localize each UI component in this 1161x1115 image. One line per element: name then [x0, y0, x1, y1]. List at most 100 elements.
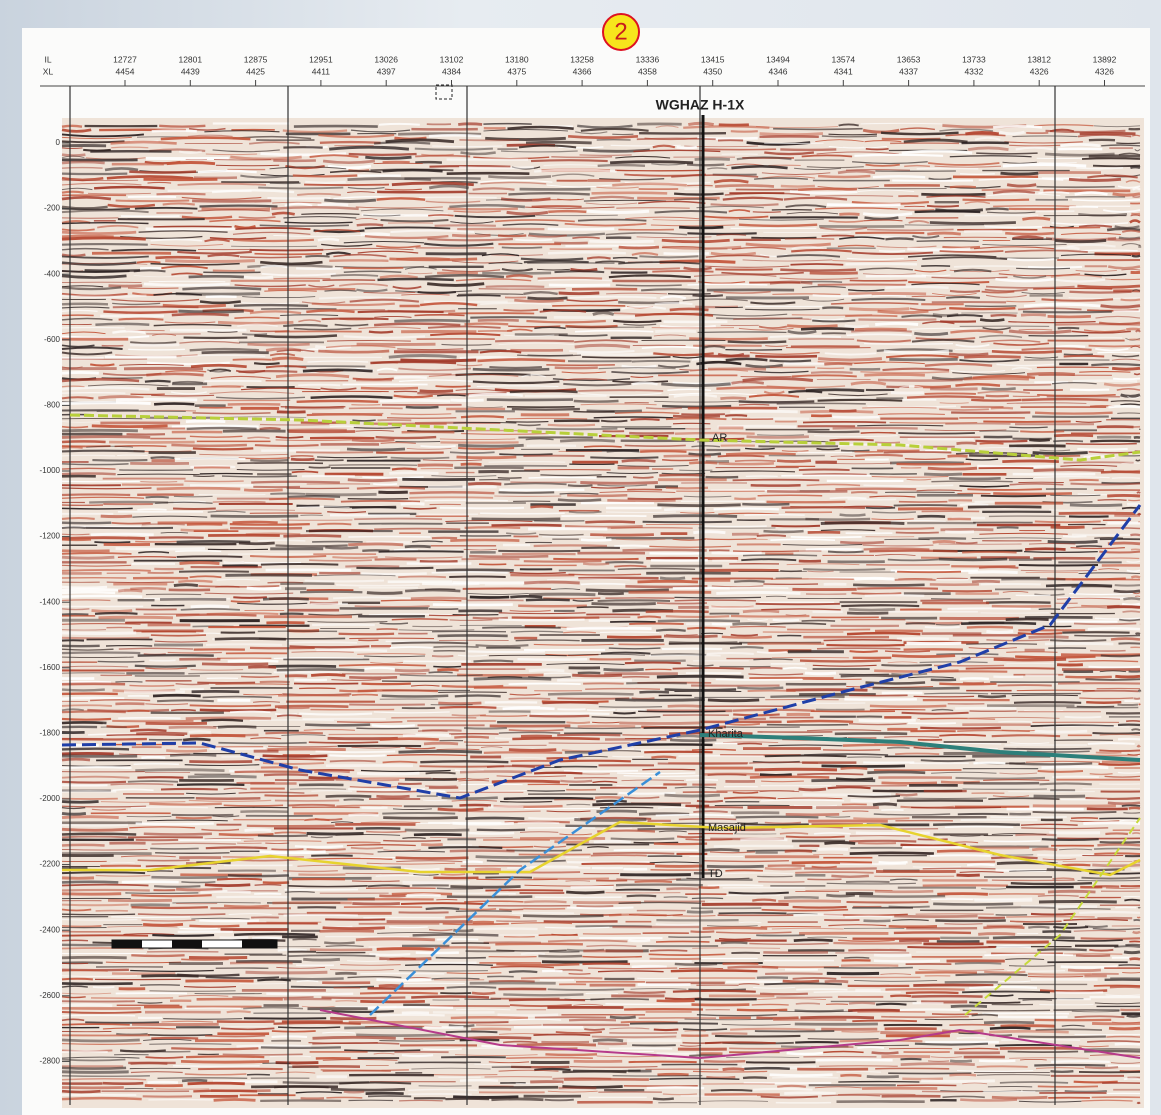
reflector	[576, 606, 609, 609]
reflector	[764, 754, 847, 758]
reflector	[213, 1098, 256, 1102]
reflector	[873, 959, 941, 963]
reflector	[754, 767, 838, 772]
reflector	[1116, 388, 1141, 391]
reflector	[857, 587, 939, 590]
reflector	[61, 472, 116, 476]
xl-value: 4384	[442, 66, 461, 76]
reflector	[641, 345, 703, 350]
reflector	[459, 165, 534, 170]
reflector	[324, 198, 377, 203]
reflector	[757, 494, 823, 497]
reflector	[61, 704, 112, 707]
reflector	[742, 609, 780, 614]
reflector	[921, 1079, 995, 1083]
reflector	[649, 861, 700, 864]
xl-value: 4375	[507, 66, 526, 76]
reflector	[151, 129, 197, 133]
reflector	[61, 688, 105, 692]
reflector	[1015, 833, 1057, 837]
reflector	[351, 693, 378, 696]
reflector	[769, 359, 812, 363]
reflector	[914, 331, 949, 337]
reflector	[816, 462, 892, 465]
reflector	[507, 125, 574, 130]
reflector	[1071, 1010, 1120, 1013]
reflector	[221, 475, 298, 478]
reflector	[652, 219, 739, 221]
reflector	[686, 877, 750, 880]
reflector	[840, 674, 902, 678]
reflector	[333, 596, 411, 600]
reflector	[117, 556, 177, 558]
reflector	[324, 289, 357, 292]
reflector	[850, 798, 890, 803]
reflector	[378, 122, 420, 126]
reflector	[752, 898, 777, 902]
reflector	[591, 602, 656, 606]
reflector	[727, 965, 779, 969]
reflector	[61, 975, 138, 977]
reflector	[189, 435, 243, 438]
reflector	[133, 269, 166, 273]
reflector	[887, 558, 939, 562]
reflector	[1029, 438, 1050, 442]
reflector	[616, 207, 690, 209]
reflector	[540, 474, 602, 477]
reflector	[1006, 402, 1087, 404]
reflector	[413, 874, 439, 876]
reflector	[61, 648, 114, 651]
reflector	[209, 391, 295, 395]
reflector	[171, 709, 196, 712]
reflector	[306, 413, 383, 417]
reflector	[904, 457, 946, 460]
reflector	[589, 239, 654, 244]
reflector	[761, 172, 831, 175]
reflector	[516, 1042, 597, 1047]
reflector	[1121, 242, 1141, 247]
reflector	[1060, 253, 1132, 257]
reflector	[450, 1016, 529, 1020]
reflector	[964, 355, 1021, 359]
reflector	[1025, 547, 1066, 551]
reflector	[1071, 330, 1131, 334]
reflector	[953, 265, 1028, 268]
reflector	[185, 716, 272, 721]
reflector	[454, 694, 501, 698]
reflector	[652, 1097, 674, 1101]
reflector	[329, 754, 386, 758]
reflector	[325, 944, 364, 948]
reflector	[115, 199, 190, 203]
reflector	[975, 439, 1028, 443]
reflector	[862, 544, 934, 547]
reflector	[1131, 728, 1141, 731]
reflector	[325, 251, 351, 256]
reflector	[638, 710, 726, 713]
reflector	[205, 153, 258, 156]
reflector	[971, 1013, 999, 1017]
reflector	[639, 690, 670, 694]
reflector	[1072, 379, 1138, 383]
reflector	[120, 855, 176, 858]
reflector	[308, 466, 331, 469]
reflector	[644, 750, 713, 754]
reflector	[397, 348, 464, 351]
reflector	[999, 1081, 1069, 1084]
reflector	[61, 128, 92, 133]
reflector	[503, 334, 555, 337]
reflector	[127, 709, 150, 712]
reflector	[917, 514, 946, 518]
reflector	[233, 596, 267, 599]
reflector	[1117, 185, 1141, 189]
reflector	[408, 1093, 472, 1096]
reflector	[61, 827, 129, 832]
reflector	[961, 656, 1015, 659]
reflector	[140, 984, 180, 987]
reflector	[306, 848, 346, 851]
reflector	[428, 373, 519, 377]
reflector	[1106, 1035, 1141, 1038]
reflector	[61, 992, 112, 995]
reflector	[976, 1065, 1028, 1068]
reflector	[977, 694, 1007, 699]
reflector	[94, 185, 165, 190]
